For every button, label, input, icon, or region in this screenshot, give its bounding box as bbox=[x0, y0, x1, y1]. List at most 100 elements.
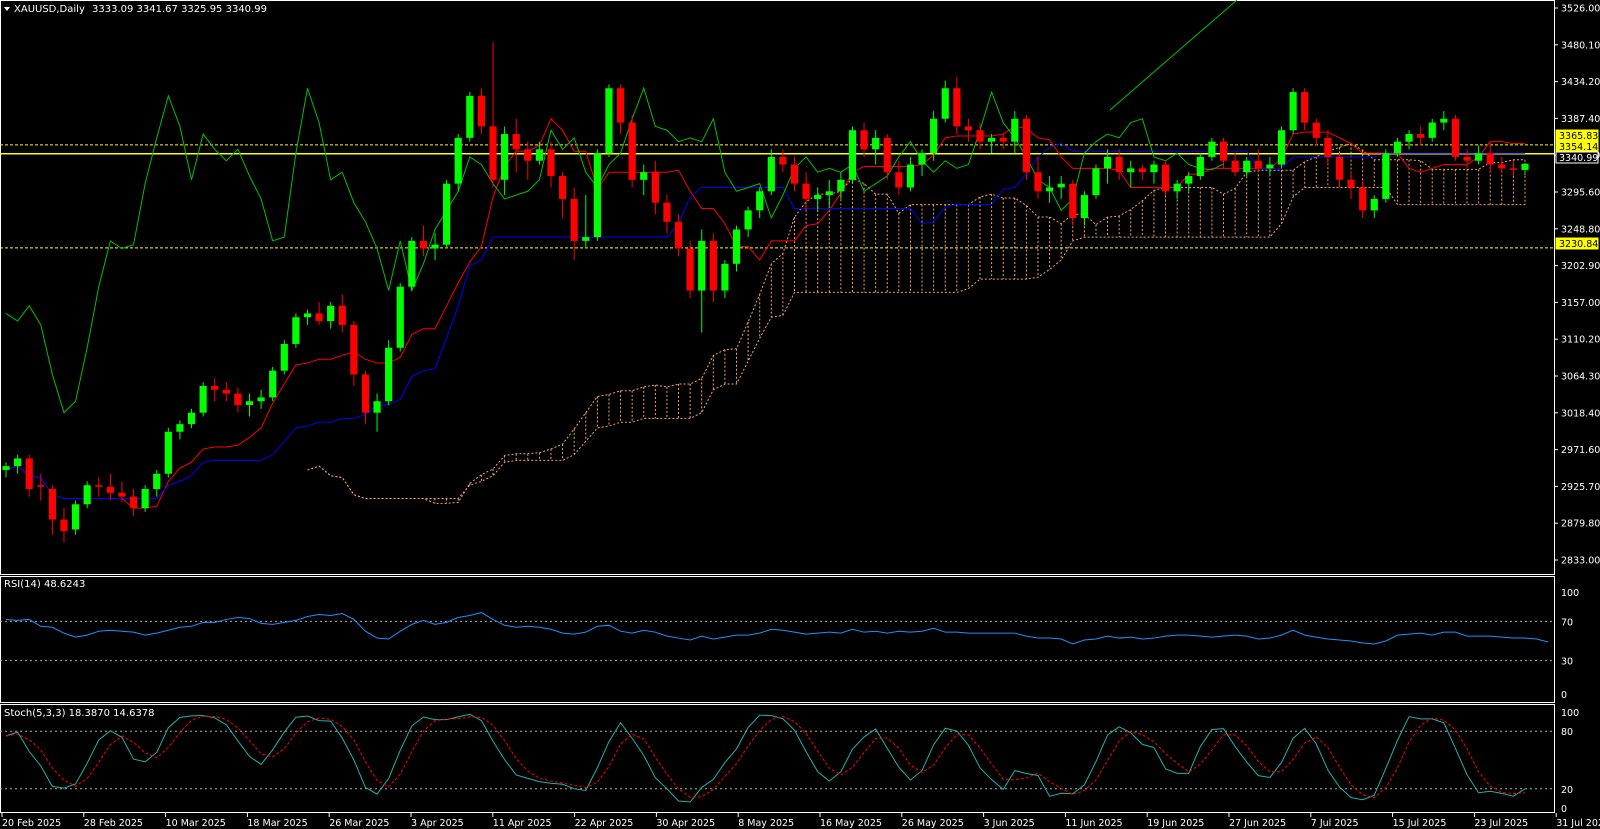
price-tick-label: 2925.70 bbox=[1561, 482, 1600, 493]
symbol-label: XAUUSD,Daily bbox=[14, 4, 85, 15]
candle-body bbox=[1498, 164, 1506, 169]
date-tick-label: 7 Jul 2025 bbox=[1311, 818, 1359, 829]
candle-body bbox=[547, 149, 555, 177]
candle-body bbox=[1115, 156, 1123, 173]
price-tick-label: 3157.00 bbox=[1561, 298, 1600, 309]
kijun-sen bbox=[5, 143, 1525, 500]
candle-body bbox=[1103, 156, 1112, 169]
candle-body bbox=[941, 88, 949, 119]
price-tick-label: 2971.60 bbox=[1561, 445, 1600, 456]
candle-body bbox=[953, 88, 961, 127]
candle-body bbox=[1393, 141, 1402, 154]
candle-body bbox=[1080, 195, 1088, 219]
candle-body bbox=[1451, 118, 1460, 157]
price-tick-label: 3480.10 bbox=[1561, 40, 1600, 51]
candle-body bbox=[663, 202, 671, 222]
candle-body bbox=[1057, 183, 1065, 188]
ohlc-readout: 3333.09 3341.67 3325.95 3340.99 bbox=[92, 4, 267, 15]
candle-body bbox=[1196, 156, 1204, 177]
candle-body bbox=[396, 286, 404, 348]
price-tick-label: 3018.40 bbox=[1561, 408, 1600, 419]
price-tick-label: 3248.80 bbox=[1561, 224, 1600, 235]
candle-body bbox=[779, 156, 787, 165]
candle-body bbox=[860, 130, 868, 150]
price-tick-label: 3434.20 bbox=[1561, 77, 1600, 88]
candle-body bbox=[118, 492, 126, 497]
date-tick-label: 22 Apr 2025 bbox=[575, 818, 634, 829]
price-tick-label: 2833.00 bbox=[1561, 556, 1600, 567]
senkou-span-a bbox=[307, 143, 1525, 504]
candle-body bbox=[1266, 164, 1274, 169]
dropdown-triangle-icon[interactable] bbox=[4, 7, 10, 11]
date-tick-label: 19 Jun 2025 bbox=[1147, 818, 1204, 829]
rsi-panel-border bbox=[0, 576, 1555, 703]
candle-body bbox=[48, 489, 56, 520]
candle-body bbox=[222, 389, 230, 394]
candle-body bbox=[1254, 160, 1262, 169]
candle-body bbox=[501, 134, 509, 180]
candle-body bbox=[373, 401, 381, 413]
price-tick-label: 3387.40 bbox=[1561, 114, 1600, 125]
candle-body bbox=[292, 317, 300, 344]
candle-body bbox=[1359, 187, 1367, 211]
candle-body bbox=[327, 305, 335, 322]
candle-body bbox=[1405, 134, 1413, 142]
candle-body bbox=[1069, 183, 1077, 219]
stoch-signal-line bbox=[5, 715, 1526, 799]
stoch-axis: 100 80 20 0 bbox=[1561, 708, 1579, 815]
candle-body bbox=[930, 118, 938, 154]
date-tick-label: 15 Jul 2025 bbox=[1393, 818, 1447, 829]
candle-body bbox=[1231, 160, 1239, 173]
candle-body bbox=[269, 370, 277, 398]
candle-body bbox=[14, 458, 22, 467]
candle-body bbox=[872, 137, 880, 150]
candle-body bbox=[1127, 168, 1135, 173]
date-tick-label: 27 Jun 2025 bbox=[1229, 818, 1286, 829]
candle-body bbox=[1185, 176, 1193, 184]
trendline-segment[interactable] bbox=[1109, 0, 1238, 111]
stoch-panel-border bbox=[0, 704, 1555, 813]
rsi-indicator bbox=[0, 612, 1554, 662]
candle-body bbox=[466, 95, 474, 138]
candle-body bbox=[1150, 164, 1158, 173]
candle-body bbox=[802, 183, 810, 199]
ichimoku-lines bbox=[5, 86, 1525, 509]
candle-body bbox=[350, 324, 358, 375]
price-panel-border bbox=[0, 0, 1555, 575]
candle-body bbox=[1324, 137, 1332, 157]
candle-body bbox=[408, 240, 416, 287]
candle-body bbox=[605, 88, 613, 154]
candle-body bbox=[25, 458, 33, 490]
candle-body bbox=[1335, 156, 1344, 180]
date-tick-label: 31 Jul 2025 bbox=[1556, 818, 1600, 829]
candle-body bbox=[709, 240, 717, 291]
price-tag-bg bbox=[1555, 237, 1599, 250]
candle-body bbox=[1208, 141, 1216, 157]
stoch-tick-label: 0 bbox=[1561, 804, 1567, 815]
candle-body bbox=[245, 401, 254, 406]
candle-body bbox=[512, 134, 520, 150]
candle-body bbox=[2, 466, 10, 470]
candle-body bbox=[651, 172, 659, 203]
candle-body bbox=[1173, 183, 1181, 192]
price-tag-bg bbox=[1555, 151, 1599, 164]
candle-body bbox=[153, 473, 161, 490]
rsi-axis: 100 70 30 0 bbox=[1561, 588, 1579, 701]
candle-body bbox=[71, 504, 80, 530]
candle-body bbox=[628, 122, 636, 180]
stochastic-indicator bbox=[0, 713, 1554, 803]
candle-body bbox=[1509, 168, 1517, 170]
candle-body bbox=[1045, 187, 1054, 192]
price-tag-label: 3365.83 bbox=[1559, 131, 1598, 142]
candle-body bbox=[640, 172, 648, 180]
candle-body bbox=[234, 393, 242, 406]
candle-body bbox=[443, 183, 451, 245]
candle-body bbox=[95, 485, 103, 487]
candle-body bbox=[988, 137, 996, 142]
candle-body bbox=[535, 149, 543, 161]
candle-body bbox=[129, 496, 138, 509]
candle-body bbox=[1022, 118, 1030, 173]
candle-body bbox=[176, 424, 184, 432]
price-tag-label: 3340.99 bbox=[1559, 153, 1598, 164]
